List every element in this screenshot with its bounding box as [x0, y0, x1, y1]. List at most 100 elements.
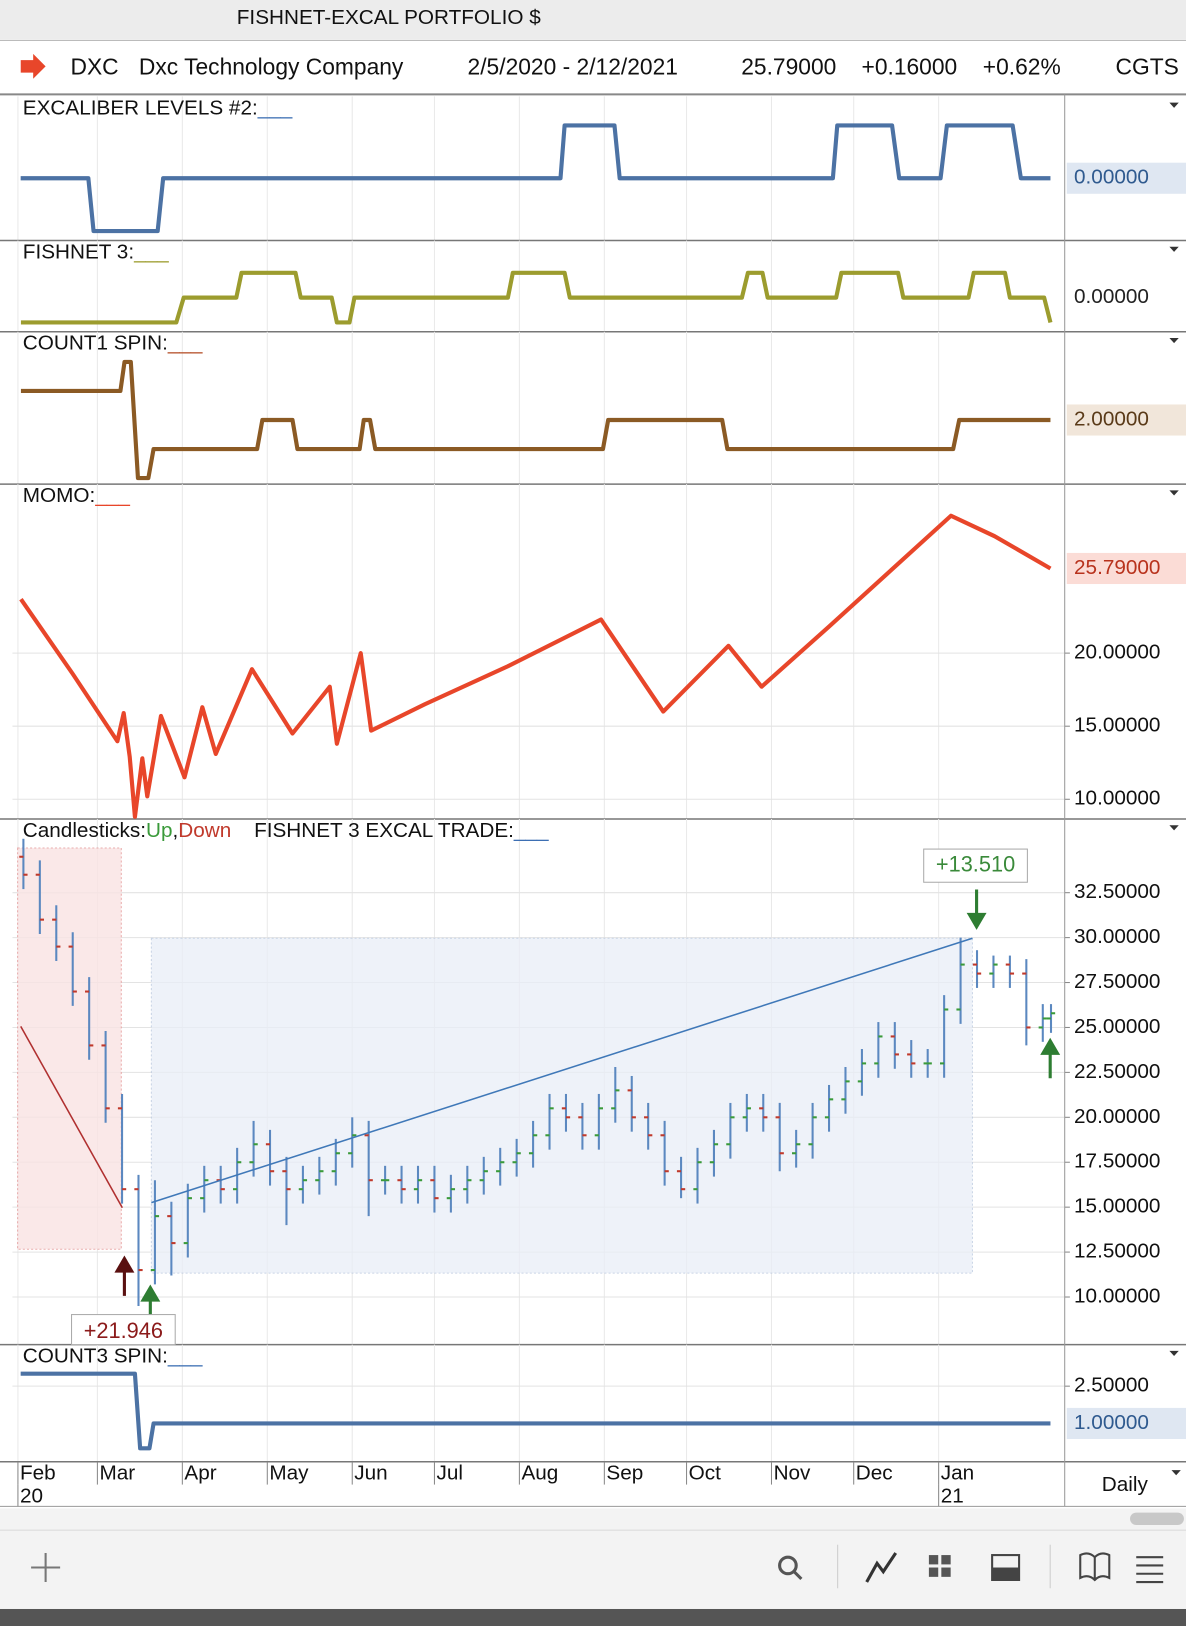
- change: +0.16000: [862, 53, 958, 79]
- legend-separator: ,: [173, 819, 179, 842]
- label-suffix: ___: [257, 96, 293, 119]
- year-label: 21: [941, 1484, 964, 1507]
- annotation-box: [71, 1314, 176, 1346]
- last-value-label: 0.00000: [1074, 285, 1149, 308]
- last-value-label: 1.00000: [1074, 1411, 1149, 1434]
- x-tick-label: Apr: [184, 1462, 216, 1485]
- label-suffix: ___: [167, 332, 203, 355]
- dropdown: [1169, 246, 1179, 252]
- x-tick-label: Mar: [99, 1462, 135, 1485]
- series-line: [20, 359, 1051, 481]
- trend-line: [151, 937, 973, 1204]
- x-tick-label: Sep: [606, 1462, 643, 1485]
- y-tick-label: 2.50000: [1074, 1374, 1149, 1397]
- series-line: [20, 123, 1051, 234]
- source: CGTS: [1116, 53, 1179, 79]
- short-zone: [17, 847, 122, 1250]
- arrow-icon[interactable]: [20, 53, 46, 79]
- dropdown: [1169, 102, 1179, 108]
- y-tick-label: 15.00000: [1074, 714, 1160, 737]
- x-tick-label: Oct: [689, 1462, 721, 1485]
- x-tick-label: May: [269, 1462, 309, 1485]
- series-line: [19, 513, 1052, 819]
- search-button[interactable]: [778, 1555, 798, 1576]
- y-tick-label: 15.00000: [1074, 1195, 1160, 1218]
- symbol: DXC: [70, 53, 118, 79]
- y-tick-label: 30.00000: [1074, 925, 1160, 948]
- arrow: [966, 889, 987, 930]
- label-suffix: ___: [133, 240, 169, 263]
- x-tick-label: Dec: [856, 1462, 893, 1485]
- panel-label: FISHNET 3:: [23, 240, 134, 263]
- x-tick-label: Feb: [20, 1462, 56, 1485]
- last-value-label: 25.79000: [1074, 556, 1160, 579]
- dropdown: [1169, 1350, 1179, 1357]
- interval-label[interactable]: Daily: [1102, 1473, 1149, 1496]
- x-tick-label: Jun: [354, 1462, 387, 1485]
- legend-up: Up: [146, 819, 173, 842]
- menu-button[interactable]: [1136, 1556, 1164, 1584]
- y-tick-label: 17.50000: [1074, 1150, 1160, 1173]
- y-tick-label: 27.50000: [1074, 970, 1160, 993]
- legend-down: Down: [178, 819, 231, 842]
- x-tick-label: Jul: [437, 1462, 464, 1485]
- arrow: [1040, 1037, 1061, 1079]
- annotation-box: [923, 848, 1028, 883]
- date-range: 2/5/2020 - 2/12/2021: [468, 53, 678, 79]
- dropdown: [1171, 1470, 1181, 1476]
- plot-area: [0, 94, 1186, 1507]
- window-title: FISHNET-EXCAL PORTFOLIO $: [237, 6, 541, 29]
- last-value-box: [1066, 404, 1186, 436]
- y-tick-label: 25.00000: [1074, 1015, 1160, 1038]
- last-price: 25.79000: [741, 53, 836, 79]
- search-button: [793, 1570, 803, 1581]
- y-tick-label: 12.50000: [1074, 1240, 1160, 1263]
- dock: [0, 1608, 1186, 1626]
- label-suffix: ___: [513, 819, 549, 842]
- panel-label: COUNT1 SPIN:: [23, 332, 168, 355]
- book-button[interactable]: [1079, 1552, 1111, 1582]
- x-tick-label: Aug: [521, 1462, 558, 1485]
- toolbar: [0, 1508, 1186, 1626]
- label-suffix: ___: [167, 1345, 203, 1368]
- trade-overlay: [17, 847, 973, 1274]
- last-value-box: [1066, 1407, 1186, 1440]
- dropdown: [1169, 825, 1179, 831]
- last-value-label: 2.00000: [1074, 407, 1149, 430]
- add-button[interactable]: [31, 1553, 61, 1583]
- panel-button: [992, 1567, 1020, 1580]
- trade-lines: +21.946 +13.510: [20, 848, 1061, 1346]
- y-tick-label: 22.50000: [1074, 1060, 1160, 1083]
- annotation: +13.510: [936, 851, 1015, 876]
- trade-zone: [150, 937, 973, 1274]
- x-tick-label: Nov: [774, 1462, 811, 1485]
- dropdown: [1169, 337, 1179, 344]
- x-tick-label: Jan: [941, 1462, 974, 1485]
- layout-button[interactable]: [928, 1555, 951, 1577]
- y-tick-label: 10.00000: [1074, 787, 1160, 810]
- annotation: +21.946: [84, 1318, 163, 1343]
- last-value-label: 0.00000: [1074, 166, 1149, 189]
- year-label: 20: [20, 1484, 43, 1507]
- last-value-box: [1066, 282, 1186, 314]
- panel-label: EXCALIBER LEVELS #2:: [23, 96, 258, 119]
- last-value-box: [1066, 552, 1186, 585]
- panel-label: MOMO:: [23, 484, 96, 507]
- y-tick-label: 20.00000: [1074, 1105, 1160, 1128]
- marks: [19, 123, 1056, 1451]
- y-tick-label: 10.00000: [1074, 1284, 1160, 1307]
- y-tick-label: 20.00000: [1074, 641, 1160, 664]
- scrollbar[interactable]: [1130, 1512, 1184, 1526]
- chart-button[interactable]: [865, 1552, 898, 1583]
- trend-line: [20, 1025, 124, 1209]
- change-pct: +0.62%: [983, 53, 1061, 79]
- company: Dxc Technology Company: [139, 53, 404, 79]
- title-bar: [0, 0, 1186, 40]
- series-line: [20, 1371, 1051, 1451]
- arrow: [114, 1255, 135, 1296]
- panel-label: COUNT3 SPIN:: [23, 1345, 168, 1368]
- series-line: [20, 270, 1053, 325]
